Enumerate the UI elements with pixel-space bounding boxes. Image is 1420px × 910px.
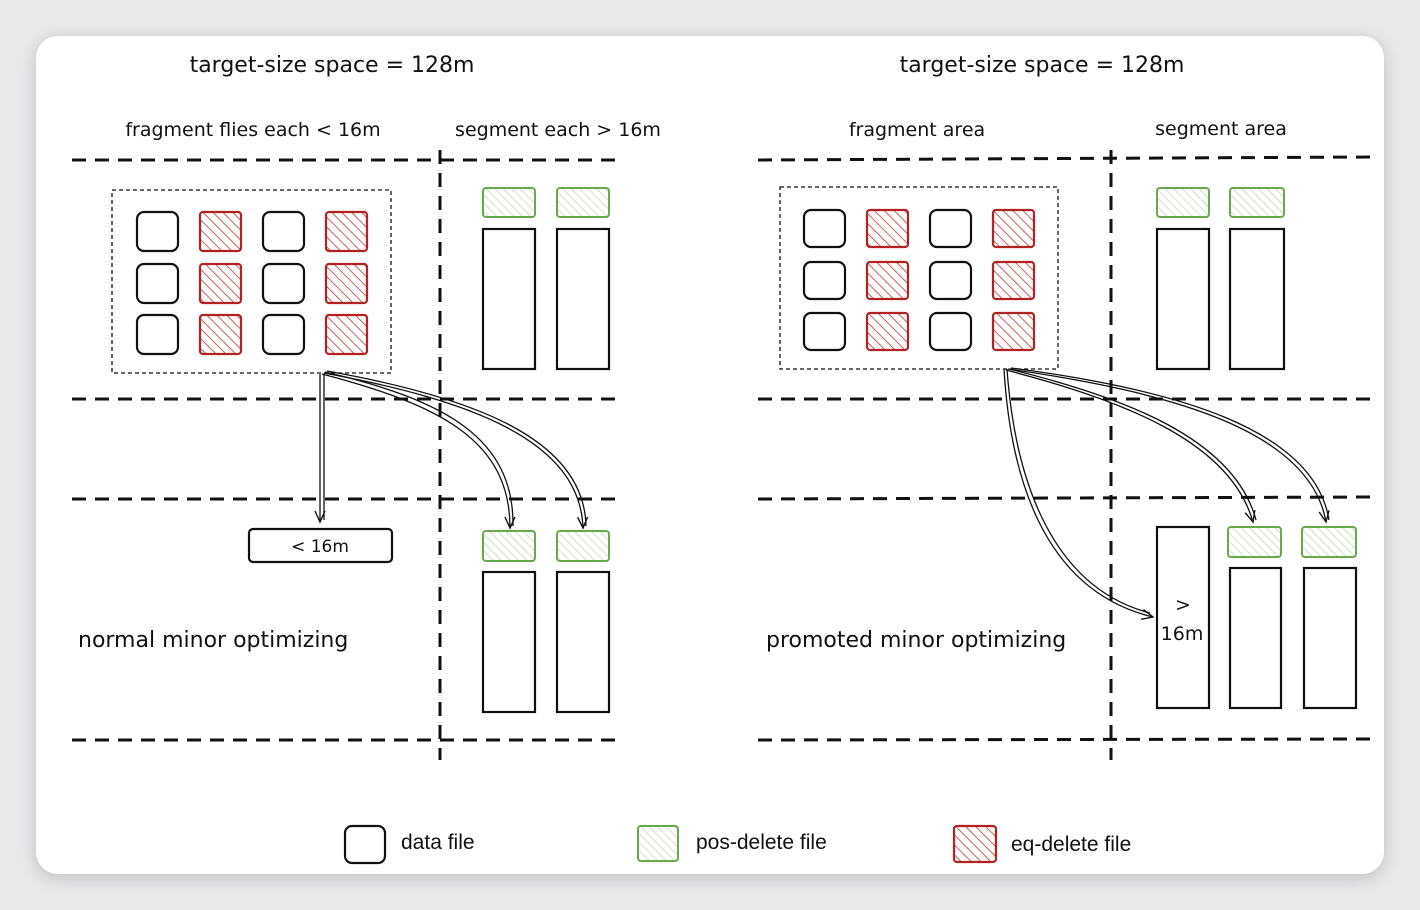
legend-pos-delete-label: pos-delete file [696, 831, 827, 854]
legend-pos-delete-swatch [637, 825, 679, 862]
eq-delete-file [865, 311, 910, 352]
left-arrows [314, 370, 589, 530]
data-file [928, 311, 973, 352]
promoted-segment-file [1155, 525, 1211, 710]
eq-delete-file [324, 210, 369, 253]
legend-data-file-swatch [343, 824, 387, 865]
data-file [802, 208, 847, 249]
eq-delete-file [198, 262, 243, 305]
data-file [802, 311, 847, 352]
data-file [261, 210, 306, 253]
eq-delete-file [865, 260, 910, 301]
arrow [1005, 369, 1256, 524]
eq-delete-file [198, 210, 243, 253]
segment-data-file [555, 570, 611, 714]
pos-delete-file [556, 187, 610, 218]
result-file-label: < 16m [291, 537, 349, 557]
divider-line [757, 155, 1371, 162]
left-panel: target-size space = 128m fragment flies … [72, 53, 661, 760]
arrow [323, 372, 589, 530]
eq-delete-file [865, 208, 910, 249]
right-dashed-grid [757, 150, 1371, 760]
right-panel: target-size space = 128m fragment area s… [757, 53, 1371, 760]
right-fragment-label: fragment area [849, 119, 985, 141]
right-mode-label: promoted minor optimizing [766, 628, 1066, 653]
diagram-card [36, 36, 1384, 874]
legend-eq-delete-swatch [952, 824, 998, 864]
segment-files-bottom [1227, 526, 1358, 710]
eq-delete-file [324, 313, 369, 356]
segment-data-file [1302, 566, 1358, 710]
eq-delete-file [991, 311, 1036, 352]
segment-files-bottom [481, 530, 611, 714]
arrow [1010, 367, 1330, 521]
segment-data-file [481, 570, 537, 714]
arrow [1003, 368, 1155, 620]
segment-files-top [1155, 187, 1286, 371]
data-file [261, 313, 306, 356]
left-title: target-size space = 128m [190, 53, 475, 78]
segment-files-top [481, 187, 611, 371]
pos-delete-file [1156, 187, 1210, 218]
data-file [261, 262, 306, 305]
segment-data-file [481, 227, 537, 371]
right-title: target-size space = 128m [900, 53, 1185, 78]
left-fragment-label: fragment flies each < 16m [125, 119, 380, 141]
legend-data-file-label: data file [401, 831, 475, 854]
pos-delete-file [482, 187, 536, 218]
pos-delete-file [482, 530, 536, 562]
pos-delete-file [1227, 526, 1282, 558]
pos-delete-file [1301, 526, 1357, 558]
arrow [321, 373, 516, 530]
data-file [928, 260, 973, 301]
pos-delete-file [556, 530, 610, 562]
fragment-group-box [779, 186, 1059, 370]
segment-data-file [1228, 227, 1286, 371]
divider-line [757, 737, 1371, 742]
arrow [1006, 368, 1151, 614]
right-arrows [1003, 367, 1330, 620]
arrow [324, 371, 514, 527]
data-file [928, 208, 973, 249]
divider-line [757, 495, 1371, 501]
fragment-files [802, 208, 1036, 352]
arrow [1007, 368, 1330, 524]
data-file [135, 210, 180, 253]
promoted-label-line1: > [1175, 594, 1191, 616]
left-dashed-grid [72, 150, 618, 760]
right-segment-label: segment area [1155, 118, 1287, 140]
eq-delete-file [991, 260, 1036, 301]
pos-delete-file [1229, 187, 1285, 218]
data-file [135, 262, 180, 305]
eq-delete-file [324, 262, 369, 305]
arrow [326, 370, 587, 527]
legend: data file pos-delete file eq-delete file [343, 824, 1131, 865]
fragment-files [135, 210, 369, 356]
segment-data-file [555, 227, 611, 371]
eq-delete-file [198, 313, 243, 356]
data-file [135, 313, 180, 356]
legend-eq-delete-label: eq-delete file [1011, 833, 1131, 856]
segment-data-file [1155, 227, 1211, 371]
result-file-box [247, 527, 394, 564]
eq-delete-file [991, 208, 1036, 249]
left-segment-label: segment each > 16m [455, 119, 661, 141]
segment-data-file [1228, 566, 1283, 710]
data-file [802, 260, 847, 301]
arrow [1008, 368, 1257, 521]
promoted-label-line2: 16m [1161, 623, 1204, 645]
left-mode-label: normal minor optimizing [78, 628, 348, 653]
